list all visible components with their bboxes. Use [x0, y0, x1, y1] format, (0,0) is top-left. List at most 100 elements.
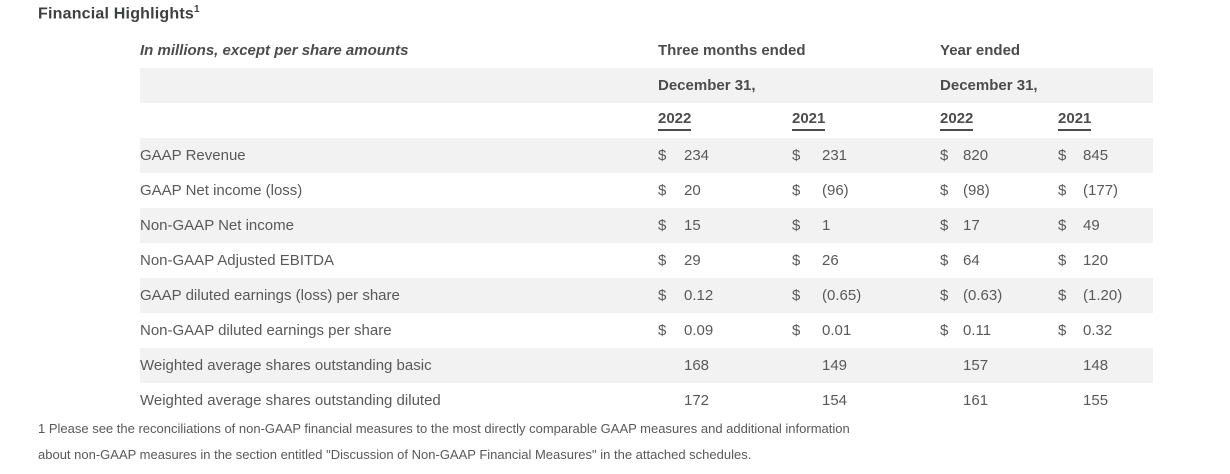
- year-cell: 2021: [792, 103, 940, 138]
- table-body: GAAP Revenue $234 $231 $820 $845 GAAP Net inc…: [140, 138, 1154, 418]
- cell-value: 17: [963, 217, 980, 234]
- table-row: Non-GAAP diluted earnings per share $0.09…: [140, 313, 1153, 348]
- cell-value: 0.01: [822, 322, 852, 339]
- dollar-sign: $: [940, 217, 949, 234]
- dollar-sign: [792, 383, 822, 418]
- dollar-sign: $: [658, 182, 667, 199]
- year-cell: 2022: [658, 103, 792, 138]
- dollar-sign: $: [658, 322, 667, 339]
- year-cell: 2022: [940, 103, 1058, 138]
- table-caption: In millions, except per share amounts: [140, 42, 409, 59]
- year-header-tme-2021: 2021: [792, 111, 826, 131]
- table-row: GAAP Revenue $234 $231 $820 $845: [140, 138, 1154, 173]
- header-row-years: 2022 2021 2022 2021: [140, 103, 1153, 138]
- cell-value: 231: [822, 147, 848, 164]
- footnote: 1 Please see the reconciliations of non-…: [38, 416, 850, 468]
- row-label: Non-GAAP Adjusted EBITDA: [140, 252, 334, 269]
- dollar-sign: $: [658, 147, 667, 164]
- year-cell: 2021: [1058, 103, 1153, 138]
- table-row: Non-GAAP Net income $15 $1 $17 $49: [140, 208, 1154, 243]
- dollar-sign: $: [940, 147, 949, 164]
- cell-value: 820: [963, 147, 989, 164]
- cell-value: (98): [963, 182, 990, 199]
- row-label: GAAP Net income (loss): [140, 182, 303, 199]
- cell-value: 149: [822, 357, 848, 374]
- empty-cell: [140, 68, 658, 103]
- dollar-sign: $: [658, 252, 667, 269]
- cell-value: 1: [822, 217, 831, 234]
- cell-value: 234: [684, 147, 710, 164]
- cell-value: 49: [1083, 217, 1100, 234]
- row-label: GAAP Revenue: [140, 147, 246, 164]
- period-header-year: Year ended: [940, 42, 1021, 59]
- cell-value: (96): [822, 182, 849, 199]
- dollar-sign: $: [940, 287, 949, 304]
- row-label: Non-GAAP diluted earnings per share: [140, 322, 392, 339]
- cell-value: 26: [822, 252, 839, 269]
- dollar-sign: $: [792, 252, 801, 269]
- row-label: GAAP diluted earnings (loss) per share: [140, 287, 400, 304]
- dollar-sign: $: [1058, 287, 1067, 304]
- dollar-sign: $: [792, 287, 801, 304]
- cell-value: 172: [684, 392, 710, 409]
- period-header-three-months: Three months ended: [658, 42, 806, 59]
- cell-value: 15: [684, 217, 701, 234]
- row-label: Weighted average shares outstanding basi…: [140, 357, 432, 374]
- table-row: Non-GAAP Adjusted EBITDA $29 $26 $64 $120: [140, 243, 1153, 278]
- table-row: Weighted average shares outstanding basi…: [140, 348, 1154, 383]
- dollar-sign: $: [792, 147, 801, 164]
- header-row-date: December 31, December 31,: [140, 68, 1154, 103]
- cell-value: 845: [1083, 147, 1109, 164]
- cell-value: (0.63): [963, 287, 1003, 304]
- year-header-tme-2022: 2022: [658, 111, 692, 131]
- dollar-sign: $: [1058, 217, 1067, 234]
- dollar-sign: [940, 348, 963, 383]
- date-header-three-months: December 31,: [658, 77, 756, 94]
- dollar-sign: [1058, 383, 1083, 418]
- cell-value: 64: [963, 252, 980, 269]
- table-row: Weighted average shares outstanding dilu…: [140, 383, 1153, 418]
- cell-value: (177): [1083, 182, 1119, 199]
- cell-value: 0.12: [684, 287, 714, 304]
- year-header-ye-2021: 2021: [1058, 111, 1092, 131]
- dollar-sign: [658, 348, 684, 383]
- dollar-sign: $: [1058, 147, 1067, 164]
- cell-value: 0.11: [963, 322, 992, 339]
- cell-value: 157: [963, 357, 989, 374]
- cell-value: 0.32: [1083, 322, 1113, 339]
- cell-value: 20: [684, 182, 701, 199]
- cell-value: 154: [822, 392, 848, 409]
- table-row: GAAP Net income (loss) $20 $ (96) $ (98) $ (177…: [140, 173, 1153, 208]
- dollar-sign: $: [940, 252, 949, 269]
- cell-value: 120: [1083, 252, 1109, 269]
- dollar-sign: $: [792, 182, 801, 199]
- year-header-ye-2022: 2022: [940, 111, 974, 131]
- footnote-line-1: 1 Please see the reconciliations of non-…: [38, 421, 850, 436]
- cell-value: 168: [684, 357, 710, 374]
- header-row-period: In millions, except per share amounts Th…: [140, 33, 1153, 68]
- cell-value: 161: [963, 392, 989, 409]
- footnote-line-2: about non-GAAP measures in the section e…: [38, 447, 752, 462]
- page-title: Financial Highlights1: [38, 4, 200, 23]
- cell-value: (0.65): [822, 287, 862, 304]
- dollar-sign: [658, 383, 684, 418]
- page-title-text: Financial Highlights: [38, 5, 195, 23]
- dollar-sign: $: [1058, 182, 1067, 199]
- empty-cell: [140, 103, 658, 138]
- dollar-sign: [1058, 348, 1083, 383]
- dollar-sign: $: [1058, 252, 1067, 269]
- financial-highlights-table: In millions, except per share amounts Th…: [140, 33, 1154, 418]
- dollar-sign: [792, 348, 822, 383]
- page-title-footnote-marker: 1: [194, 4, 200, 15]
- row-label: Non-GAAP Net income: [140, 217, 294, 234]
- cell-value: 29: [684, 252, 701, 269]
- dollar-sign: $: [792, 322, 801, 339]
- cell-value: 0.09: [684, 322, 714, 339]
- dollar-sign: [940, 383, 963, 418]
- cell-value: (1.20): [1083, 287, 1123, 304]
- dollar-sign: $: [658, 287, 667, 304]
- date-header-year: December 31,: [940, 77, 1038, 94]
- cell-value: 155: [1083, 392, 1109, 409]
- table-row: GAAP diluted earnings (loss) per share $0…: [140, 278, 1154, 313]
- row-label: Weighted average shares outstanding dilu…: [140, 392, 441, 409]
